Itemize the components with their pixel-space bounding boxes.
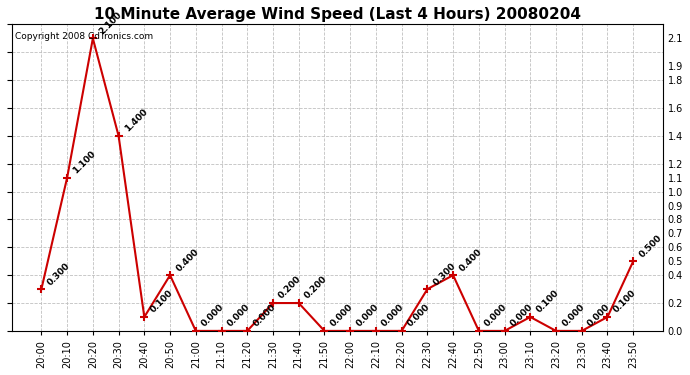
Text: 0.000: 0.000 [483, 303, 509, 329]
Text: 0.400: 0.400 [174, 247, 201, 273]
Text: 0.000: 0.000 [586, 303, 612, 329]
Text: 0.100: 0.100 [535, 289, 561, 315]
Text: 0.000: 0.000 [251, 303, 277, 329]
Text: 0.100: 0.100 [148, 289, 175, 315]
Text: 0.200: 0.200 [277, 275, 304, 301]
Text: 0.300: 0.300 [431, 261, 457, 287]
Text: 0.000: 0.000 [560, 303, 586, 329]
Text: Copyright 2008 CdTronics.com: Copyright 2008 CdTronics.com [15, 32, 153, 41]
Text: 0.000: 0.000 [328, 303, 355, 329]
Text: 0.000: 0.000 [226, 303, 252, 329]
Text: 0.000: 0.000 [380, 303, 406, 329]
Text: 0.300: 0.300 [46, 261, 72, 287]
Text: 0.500: 0.500 [638, 233, 664, 259]
Text: 0.200: 0.200 [303, 275, 329, 301]
Text: 0.000: 0.000 [509, 303, 535, 329]
Text: 0.000: 0.000 [355, 303, 380, 329]
Text: 0.000: 0.000 [406, 303, 432, 329]
Text: 0.400: 0.400 [457, 247, 484, 273]
Text: 1.400: 1.400 [123, 107, 149, 134]
Title: 10 Minute Average Wind Speed (Last 4 Hours) 20080204: 10 Minute Average Wind Speed (Last 4 Hou… [94, 7, 581, 22]
Text: 1.100: 1.100 [71, 149, 97, 176]
Text: 2.100: 2.100 [97, 10, 124, 36]
Text: 0.000: 0.000 [200, 303, 226, 329]
Text: 0.100: 0.100 [611, 289, 638, 315]
